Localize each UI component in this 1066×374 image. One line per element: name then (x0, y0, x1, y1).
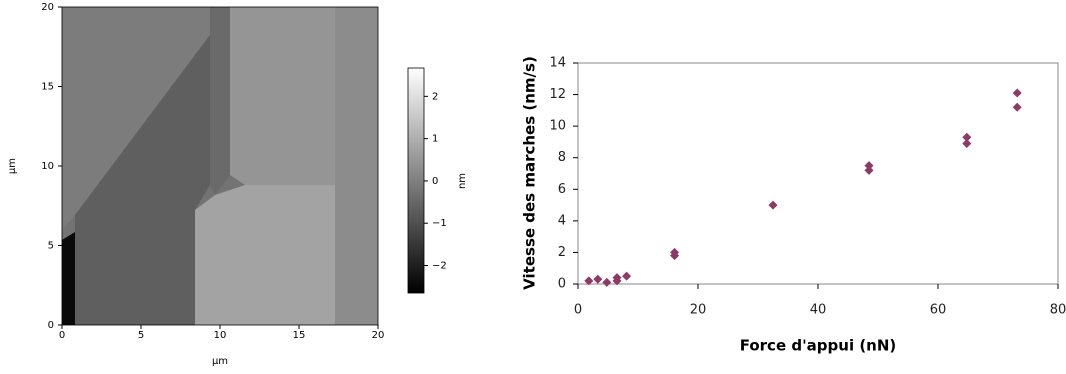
data-point (962, 132, 972, 142)
y-tick-label: 10 (41, 161, 54, 172)
colorbar-tick-label: 0 (432, 176, 438, 187)
colorbar-tick-label: −2 (432, 261, 447, 272)
y-tick-label: 0 (48, 320, 54, 331)
colorbar (407, 67, 425, 294)
y-tick-label: 15 (41, 82, 54, 93)
data-point (962, 139, 972, 149)
colorbar-label: nm (457, 173, 468, 189)
x-tick-label: 5 (138, 330, 144, 341)
data-point (1012, 88, 1022, 98)
data-point (864, 165, 874, 175)
y-tick-label: 14 (549, 56, 566, 71)
y-tick-label: 12 (549, 87, 566, 102)
x-tick-label: 0 (59, 330, 65, 341)
y-tick-label: 0 (558, 277, 566, 292)
data-point (593, 274, 603, 284)
y-tick-label: 10 (549, 119, 566, 134)
y-tick-label: 2 (558, 245, 566, 260)
data-point (602, 277, 612, 287)
y-tick-label: 4 (558, 213, 566, 228)
image-region (195, 185, 335, 325)
image-region (230, 7, 335, 185)
x-tick-label: 40 (810, 303, 827, 318)
image-region (335, 7, 378, 325)
data-point (1012, 102, 1022, 112)
x-tick-label: 20 (372, 330, 385, 341)
y-tick-label: 20 (41, 2, 54, 13)
y-axis-label: Vitesse des marches (nm/s) (521, 56, 539, 290)
colorbar-tick-label: 1 (432, 134, 438, 145)
y-tick-label: 6 (558, 182, 566, 197)
colorbar-tick-label: −1 (432, 218, 447, 229)
x-tick-label: 60 (930, 303, 947, 318)
afm-image (61, 6, 379, 326)
y-axis-label: µm (7, 158, 18, 174)
data-point (584, 276, 594, 286)
image-region (210, 7, 230, 195)
y-tick-label: 8 (558, 150, 566, 165)
x-tick-label: 10 (214, 330, 227, 341)
image-region (62, 7, 210, 230)
x-tick-label: 15 (293, 330, 306, 341)
x-axis-label: Force d'appui (nN) (740, 337, 897, 355)
data-point (612, 273, 622, 283)
data-point (670, 251, 680, 261)
y-tick-label: 5 (48, 241, 54, 252)
colorbar-tick-label: 2 (432, 91, 438, 102)
x-tick-label: 20 (690, 303, 707, 318)
data-point (864, 161, 874, 171)
x-tick-label: 80 (1050, 303, 1066, 318)
plot-frame (577, 62, 1059, 285)
data-point (622, 271, 632, 281)
image-region (75, 35, 210, 325)
x-axis-label: µm (212, 356, 228, 367)
data-point (768, 200, 778, 210)
image-region (62, 232, 75, 325)
x-tick-label: 0 (574, 303, 582, 318)
